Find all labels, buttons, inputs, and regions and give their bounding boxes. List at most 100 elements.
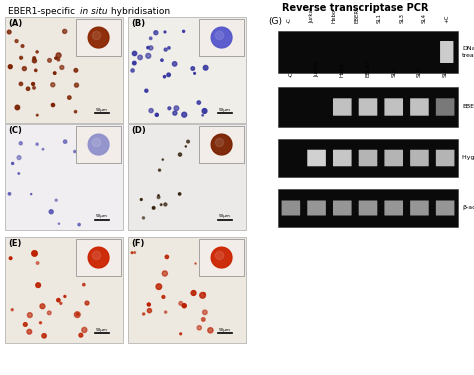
Circle shape — [211, 134, 232, 155]
Bar — [278, 189, 458, 227]
Circle shape — [211, 247, 232, 268]
Circle shape — [57, 58, 60, 61]
Bar — [278, 87, 458, 127]
Circle shape — [168, 107, 171, 110]
Circle shape — [85, 301, 89, 305]
Circle shape — [147, 309, 152, 313]
Bar — [199, 239, 244, 276]
Circle shape — [64, 296, 66, 297]
Circle shape — [11, 309, 13, 311]
Text: 50μm: 50μm — [96, 327, 108, 332]
Circle shape — [138, 55, 142, 60]
FancyBboxPatch shape — [384, 201, 403, 216]
Circle shape — [82, 284, 85, 286]
Circle shape — [167, 73, 170, 76]
Circle shape — [215, 32, 224, 40]
Circle shape — [149, 108, 153, 112]
Circle shape — [9, 257, 12, 259]
Circle shape — [174, 106, 179, 111]
Circle shape — [201, 153, 202, 154]
Bar — [128, 17, 246, 123]
Circle shape — [133, 61, 136, 65]
Circle shape — [64, 140, 67, 143]
Circle shape — [215, 138, 224, 147]
Text: SL1: SL1 — [391, 67, 396, 77]
Circle shape — [39, 322, 42, 324]
Circle shape — [164, 48, 167, 51]
FancyBboxPatch shape — [384, 98, 403, 116]
Circle shape — [92, 138, 100, 147]
Circle shape — [76, 313, 79, 315]
Circle shape — [208, 328, 213, 333]
Bar — [76, 239, 121, 276]
Circle shape — [51, 83, 55, 87]
Circle shape — [149, 37, 152, 40]
Bar — [5, 17, 123, 123]
Circle shape — [49, 210, 53, 214]
FancyBboxPatch shape — [307, 150, 326, 166]
Bar — [278, 31, 458, 73]
Circle shape — [142, 217, 145, 219]
Circle shape — [19, 56, 23, 59]
Text: EBER1: EBER1 — [462, 105, 474, 110]
Circle shape — [11, 162, 14, 165]
Text: (F): (F) — [131, 239, 145, 248]
Circle shape — [55, 57, 57, 59]
Circle shape — [33, 87, 36, 89]
Bar — [128, 237, 246, 343]
Text: 50μm: 50μm — [219, 214, 231, 219]
Circle shape — [143, 313, 145, 315]
FancyBboxPatch shape — [333, 201, 352, 216]
Circle shape — [179, 302, 182, 305]
Circle shape — [92, 32, 100, 40]
Text: Reverse transcriptase PCR: Reverse transcriptase PCR — [282, 3, 428, 13]
Circle shape — [68, 96, 71, 99]
Circle shape — [92, 251, 100, 260]
Circle shape — [36, 143, 38, 146]
Circle shape — [63, 29, 67, 33]
Text: hybridisation: hybridisation — [108, 7, 170, 16]
Circle shape — [60, 302, 62, 304]
Circle shape — [145, 89, 148, 92]
Text: 50μm: 50μm — [219, 108, 231, 111]
Circle shape — [156, 284, 162, 290]
Circle shape — [35, 69, 37, 72]
Circle shape — [162, 296, 165, 298]
Circle shape — [158, 169, 161, 171]
Text: Jurkat: Jurkat — [309, 7, 314, 23]
Circle shape — [203, 66, 208, 70]
FancyBboxPatch shape — [436, 201, 455, 216]
Text: 50μm: 50μm — [96, 108, 108, 111]
Circle shape — [42, 334, 46, 338]
Circle shape — [132, 51, 137, 56]
FancyBboxPatch shape — [307, 201, 326, 216]
Text: +C: +C — [444, 15, 449, 23]
Circle shape — [42, 148, 44, 150]
Circle shape — [147, 303, 150, 306]
FancyBboxPatch shape — [282, 201, 300, 216]
Text: -C: -C — [287, 17, 292, 23]
Text: Jurkat: Jurkat — [314, 61, 319, 77]
Circle shape — [194, 72, 195, 74]
Bar — [5, 237, 123, 343]
Circle shape — [154, 31, 158, 35]
Circle shape — [32, 59, 36, 63]
Text: SL1: SL1 — [377, 13, 382, 23]
Text: 50μm: 50μm — [219, 327, 231, 332]
Circle shape — [134, 252, 136, 254]
Circle shape — [197, 326, 201, 330]
Circle shape — [164, 31, 166, 33]
Circle shape — [8, 193, 11, 195]
FancyBboxPatch shape — [440, 41, 454, 63]
Circle shape — [54, 72, 56, 74]
Text: (A): (A) — [8, 19, 22, 28]
FancyBboxPatch shape — [359, 201, 377, 216]
Circle shape — [187, 140, 190, 143]
Circle shape — [158, 195, 159, 196]
Bar — [199, 19, 244, 56]
Text: (B): (B) — [131, 19, 145, 28]
Circle shape — [36, 114, 38, 116]
Circle shape — [32, 82, 35, 86]
FancyBboxPatch shape — [384, 150, 403, 166]
Text: in situ: in situ — [80, 7, 108, 16]
